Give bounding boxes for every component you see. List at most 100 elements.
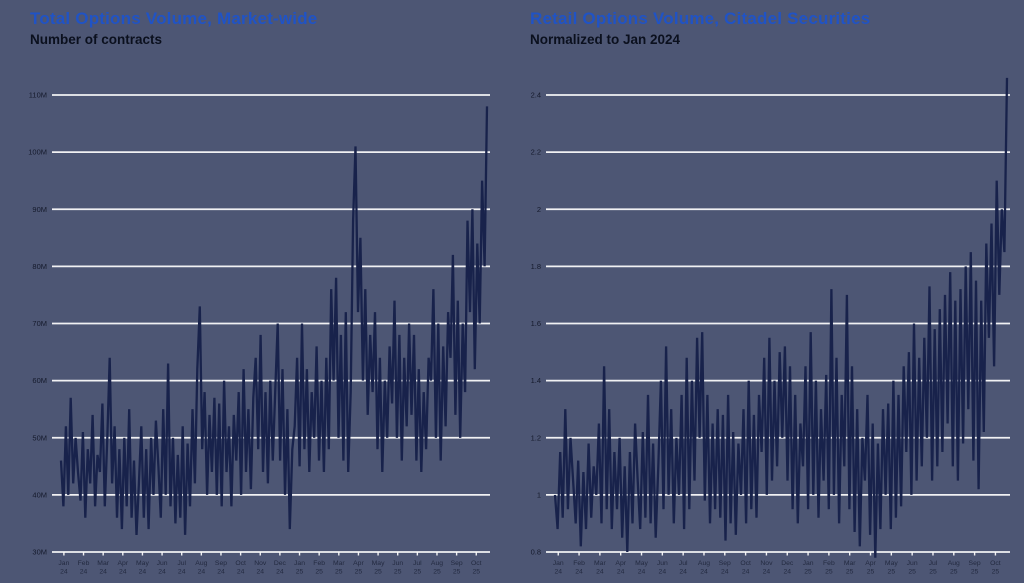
x-tick-label-month: Aug xyxy=(948,560,960,567)
x-tick-label-year: 25 xyxy=(315,569,323,576)
x-tick-label-month: Jan xyxy=(803,560,814,567)
x-tick-label-month: May xyxy=(635,560,648,567)
x-tick-label-year: 24 xyxy=(99,569,107,576)
x-tick-label-year: 25 xyxy=(992,569,1000,576)
x-tick-label-year: 24 xyxy=(198,569,206,576)
x-tick-label-month: Apr xyxy=(353,560,364,567)
x-tick-label-year: 24 xyxy=(217,569,225,576)
x-tick-label-year: 24 xyxy=(178,569,186,576)
x-tick-label-year: 24 xyxy=(763,569,771,576)
x-tick-label-year: 24 xyxy=(80,569,88,576)
x-tick-label-month: Oct xyxy=(235,560,246,567)
retail-options-volume-plot: 2.4 2.2 2 1.8 1.6 1.4 1.2 1 0.8 Jan 24 Feb 24 Mar 24 Ap… xyxy=(531,77,1010,576)
x-tick-label-month: Sep xyxy=(215,560,227,567)
x-tick-label-month: Feb xyxy=(573,560,585,567)
y-tick-label: 1.8 xyxy=(531,262,541,271)
x-tick-label-month: Nov xyxy=(254,560,267,567)
x-tick-label-year: 25 xyxy=(414,569,422,576)
x-tick-label-year: 25 xyxy=(950,569,958,576)
x-tick-label-year: 25 xyxy=(374,569,382,576)
x-tick-label-month: Jun xyxy=(157,560,168,567)
x-tick-label-year: 24 xyxy=(237,569,245,576)
x-tick-label-month: Feb xyxy=(823,560,835,567)
x-tick-label-year: 24 xyxy=(158,569,166,576)
x-tick-label-month: Mar xyxy=(844,560,856,567)
y-tick-label: 70M xyxy=(32,319,47,328)
x-tick-label-month: Aug xyxy=(431,560,443,567)
x-tick-label-month: Apr xyxy=(615,560,626,567)
x-tick-label-month: Oct xyxy=(471,560,482,567)
x-tick-label-year: 25 xyxy=(433,569,441,576)
chart-subtitle-number-of-contracts: Number of contracts xyxy=(30,32,163,47)
x-tick-label-month: Dec xyxy=(274,560,287,567)
x-tick-label-year: 24 xyxy=(119,569,127,576)
x-tick-label-year: 25 xyxy=(394,569,402,576)
y-tick-label: 2 xyxy=(537,205,541,214)
x-tick-label-year: 24 xyxy=(617,569,625,576)
x-tick-label-month: Jun xyxy=(392,560,403,567)
x-tick-label-year: 25 xyxy=(929,569,937,576)
y-tick-label: 1 xyxy=(537,490,541,499)
y-tick-label: 2.4 xyxy=(531,91,541,100)
chart-title-total-options-volume: Total Options Volume, Market-wide xyxy=(30,9,318,28)
x-tick-label-year: 24 xyxy=(638,569,646,576)
x-tick-label-year: 24 xyxy=(554,569,562,576)
x-tick-label-year: 24 xyxy=(700,569,708,576)
x-tick-label-month: Nov xyxy=(760,560,773,567)
x-tick-label-year: 25 xyxy=(335,569,343,576)
x-tick-label-year: 24 xyxy=(679,569,687,576)
x-tick-label-month: May xyxy=(885,560,898,567)
x-tick-label-month: Jun xyxy=(657,560,668,567)
y-tick-label: 2.2 xyxy=(531,148,541,157)
x-tick-label-month: May xyxy=(136,560,149,567)
x-tick-label-year: 25 xyxy=(846,569,854,576)
y-tick-label: 80M xyxy=(32,262,47,271)
x-tick-label-month: Aug xyxy=(698,560,710,567)
x-tick-label-month: Sep xyxy=(719,560,731,567)
x-tick-label-year: 24 xyxy=(659,569,667,576)
x-tick-label-month: Jun xyxy=(907,560,918,567)
x-tick-label-month: Mar xyxy=(97,560,109,567)
x-tick-label-month: May xyxy=(372,560,385,567)
x-tick-label-month: Apr xyxy=(118,560,129,567)
x-tick-label-year: 24 xyxy=(742,569,750,576)
x-tick-label-month: Jul xyxy=(177,560,186,567)
chart-panel-total-options-volume: Total Options Volume, Market-wide Number… xyxy=(28,9,490,576)
x-tick-label-year: 25 xyxy=(825,569,833,576)
x-tick-label-month: Aug xyxy=(195,560,207,567)
x-tick-label-month: Jan xyxy=(294,560,305,567)
y-tick-label: 50M xyxy=(32,433,47,442)
y-tick-label: 0.8 xyxy=(531,548,541,557)
x-tick-label-month: Dec xyxy=(781,560,794,567)
chart-title-retail-options-volume: Retail Options Volume, Citadel Securitie… xyxy=(530,9,871,28)
x-tick-label-month: Jan xyxy=(58,560,69,567)
x-tick-label-year: 24 xyxy=(256,569,264,576)
x-tick-label-month: Feb xyxy=(313,560,325,567)
x-tick-label-year: 25 xyxy=(453,569,461,576)
series-line-daily-retail-options-volume-indexed xyxy=(553,77,1009,558)
series-line-daily-total-options-volume xyxy=(59,106,489,535)
x-tick-label-month: Jul xyxy=(929,560,938,567)
y-tick-label: 1.2 xyxy=(531,433,541,442)
x-tick-label-month: Oct xyxy=(740,560,751,567)
y-tick-label: 100M xyxy=(28,148,47,157)
x-tick-label-year: 25 xyxy=(867,569,875,576)
x-tick-label-year: 24 xyxy=(596,569,604,576)
y-tick-label: 90M xyxy=(32,205,47,214)
y-tick-label: 30M xyxy=(32,548,47,557)
x-tick-label-year: 25 xyxy=(971,569,979,576)
y-tick-label: 1.4 xyxy=(531,376,541,385)
chart-panel-retail-options-volume: Retail Options Volume, Citadel Securitie… xyxy=(512,0,1024,583)
x-tick-label-year: 24 xyxy=(721,569,729,576)
x-tick-label-year: 25 xyxy=(355,569,363,576)
x-tick-label-month: Jul xyxy=(679,560,688,567)
x-tick-label-month: Oct xyxy=(990,560,1001,567)
x-tick-label-year: 25 xyxy=(888,569,896,576)
x-tick-label-year: 25 xyxy=(296,569,304,576)
x-tick-label-year: 25 xyxy=(472,569,480,576)
x-tick-label-month: Jan xyxy=(553,560,564,567)
x-tick-label-year: 25 xyxy=(804,569,812,576)
x-tick-label-year: 24 xyxy=(575,569,583,576)
x-tick-label-month: Apr xyxy=(865,560,876,567)
